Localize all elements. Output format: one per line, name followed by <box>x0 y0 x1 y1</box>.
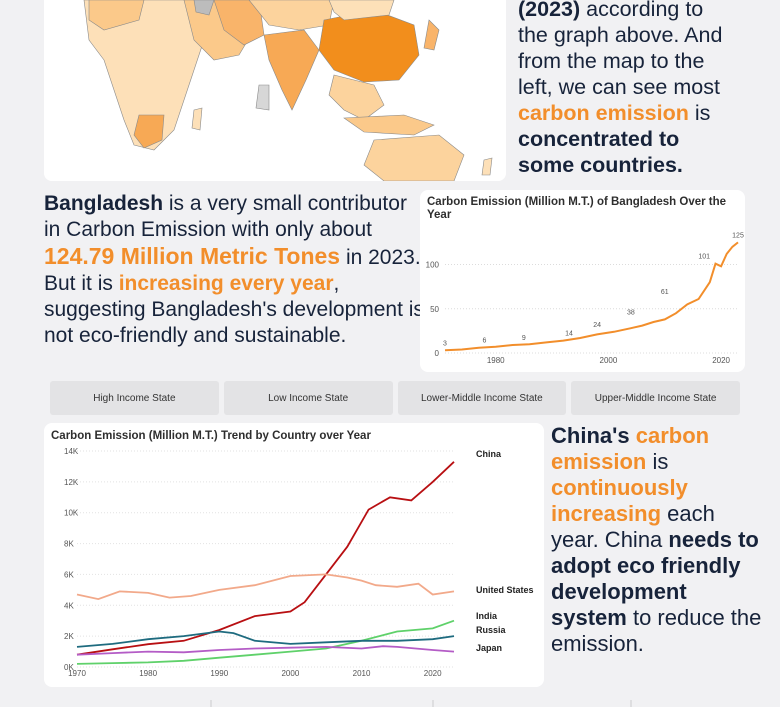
tab-lower-middle-income[interactable]: Lower-Middle Income State <box>397 381 567 415</box>
commentary-text: each year. China <box>551 501 715 552</box>
map-region-iran <box>213 0 265 46</box>
footer-dividers <box>210 700 632 707</box>
x-tick-label: 2010 <box>353 669 371 678</box>
series-line-russia <box>76 630 455 648</box>
bangladesh-chart-title: Carbon Emission (Million M.T.) of Bangla… <box>427 196 727 221</box>
y-tick-label: 12K <box>64 478 79 487</box>
series-label-united-states: United States <box>476 585 534 595</box>
commentary-text: is <box>688 101 711 125</box>
tab-upper-middle-income[interactable]: Upper-Middle Income State <box>571 381 740 415</box>
x-tick-label: 1990 <box>210 669 228 678</box>
y-tick-label: 100 <box>426 261 440 270</box>
data-label: 24 <box>593 322 601 329</box>
data-label: 125 <box>732 232 744 239</box>
y-tick-label: 50 <box>430 305 439 314</box>
year-highlight: (2023) <box>518 0 581 21</box>
china-highlight: China's <box>551 423 630 448</box>
tab-high-income[interactable]: High Income State <box>50 381 219 415</box>
map-region-grey <box>193 0 215 16</box>
data-label: 38 <box>627 309 635 316</box>
y-tick-label: 0K <box>64 663 74 672</box>
bangladesh-commentary: Bangladesh is a very small contributor i… <box>44 191 424 349</box>
series-label-china: China <box>476 449 502 459</box>
map-region-australia <box>363 134 465 181</box>
map-region-north-africa <box>88 0 145 31</box>
y-tick-label: 10K <box>64 509 79 518</box>
map-commentary: (2023) according to the graph above. And… <box>518 0 768 178</box>
x-tick-label: 2020 <box>424 669 442 678</box>
bangladesh-chart-card: Carbon Emission (Million M.T.) of Bangla… <box>420 190 745 372</box>
commentary-line: left, we can see most <box>518 75 720 99</box>
commentary-line: from the map to the <box>518 49 705 73</box>
bangladesh-chart: 0 50 100 1980 2000 2020 3 6 9 14 24 38 61 101 125 <box>426 232 744 365</box>
series-label-india: India <box>476 611 498 621</box>
commentary-text: is <box>646 449 669 474</box>
map-region-japan <box>423 19 440 51</box>
carbon-emission-highlight: carbon emission <box>551 423 710 474</box>
y-tick-label: 0 <box>435 349 440 358</box>
series-line-united-states <box>76 573 455 601</box>
tab-low-income[interactable]: Low Income State <box>223 381 393 415</box>
commentary-line: some countries. <box>518 153 683 177</box>
commentary-line: the graph above. And <box>518 23 723 47</box>
series-line-japan <box>76 645 455 656</box>
x-tick-label: 1980 <box>487 356 505 365</box>
commentary-text: , suggesting Bangladesh's development is… <box>44 272 424 347</box>
data-label: 3 <box>443 340 447 347</box>
china-commentary: China's carbon emission is continuously … <box>551 423 766 657</box>
data-label: 6 <box>482 338 486 345</box>
series-line-india <box>76 619 455 665</box>
x-tick-label: 2000 <box>600 356 618 365</box>
map-region-south-africa <box>133 114 165 149</box>
map-region-madagascar <box>191 107 203 131</box>
y-tick-label: 2K <box>64 632 74 641</box>
increasing-highlight: increasing every year <box>118 272 334 295</box>
y-tick-label: 4K <box>64 601 74 610</box>
continuously-highlight: continuously increasing <box>551 475 688 526</box>
x-tick-label: 2020 <box>712 356 730 365</box>
map-region-new-zealand <box>481 157 493 176</box>
x-tick-label: 1970 <box>68 669 86 678</box>
bangladesh-highlight: Bangladesh <box>44 192 164 215</box>
x-tick-label: 1980 <box>139 669 157 678</box>
commentary-text: according to <box>580 0 704 21</box>
data-label: 9 <box>522 335 526 342</box>
series-line-china <box>76 461 455 656</box>
map-region-india <box>263 29 320 111</box>
series-label-russia: Russia <box>476 625 507 635</box>
data-label: 14 <box>565 331 573 338</box>
y-tick-label: 8K <box>64 540 74 549</box>
bangladesh-series-line <box>444 241 739 352</box>
amount-highlight: 124.79 Million Metric Tones <box>44 243 341 269</box>
map-region-central-asia <box>248 0 335 31</box>
commentary-text: to reduce the emission. <box>551 605 762 656</box>
commentary-text: is a very small contributor in Carbon Em… <box>44 192 407 241</box>
map-region-indonesia <box>343 114 435 136</box>
carbon-emission-highlight: carbon emission <box>518 101 689 125</box>
trend-chart-title: Carbon Emission (Million M.T.) Trend by … <box>51 430 371 442</box>
series-label-japan: Japan <box>476 643 502 653</box>
x-tick-label: 2000 <box>281 669 299 678</box>
data-label: 61 <box>661 289 669 296</box>
trend-chart: 0K 2K 4K 6K 8K 10K 12K 14K 1970 1980 1990 2000 2010 2… <box>64 447 534 678</box>
income-tabs: High Income State Low Income State Lower… <box>50 381 740 415</box>
commentary-line: concentrated to <box>518 127 680 151</box>
trend-chart-card: Carbon Emission (Million M.T.) Trend by … <box>44 423 544 687</box>
needs-highlight: needs to adopt eco friendly development … <box>551 527 759 630</box>
data-label: 101 <box>698 254 710 261</box>
world-map <box>44 0 506 181</box>
world-map-card <box>44 0 506 181</box>
commentary-text: in 2023. But it is <box>44 246 421 295</box>
y-tick-label: 6K <box>64 570 74 579</box>
map-region-grey-2 <box>255 84 270 111</box>
y-tick-label: 14K <box>64 447 79 456</box>
map-region-mongolia <box>328 0 395 21</box>
